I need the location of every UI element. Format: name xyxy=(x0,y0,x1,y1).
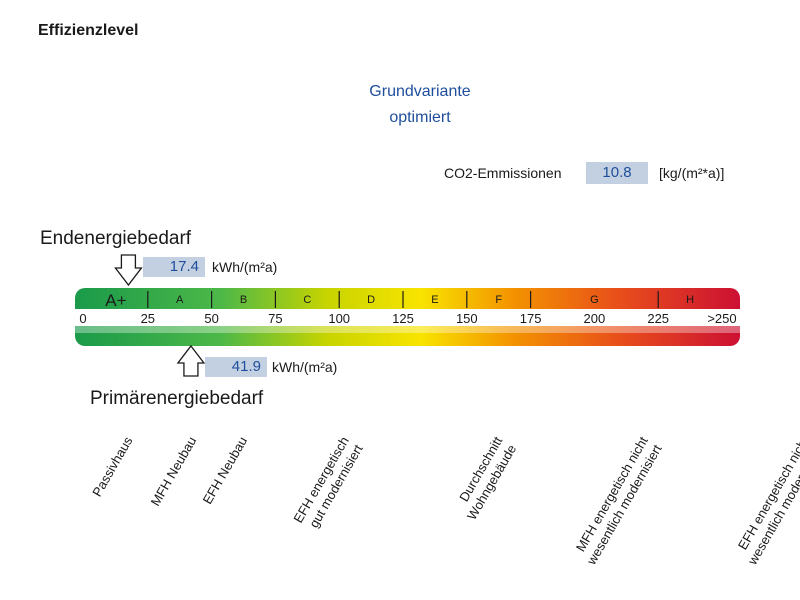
primary-energy-value: 41.9 xyxy=(205,357,267,377)
scale-tick-band xyxy=(75,309,740,326)
class-label: H xyxy=(686,294,694,306)
page-title: Effizienzlevel xyxy=(38,22,139,39)
class-label: D xyxy=(367,294,375,306)
primary-energy-arrow xyxy=(176,344,206,377)
tick-label: 125 xyxy=(392,311,414,326)
co2-label: CO2-Emmissionen xyxy=(444,165,562,181)
scale-lower-highlight xyxy=(75,326,740,333)
class-label: G xyxy=(590,294,599,306)
tick-label: 200 xyxy=(584,311,606,326)
tick-label: 175 xyxy=(520,311,542,326)
tick-label: 75 xyxy=(268,311,282,326)
tick-label: 0 xyxy=(79,311,86,326)
primary-energy-label: Primärenergiebedarf xyxy=(90,388,264,409)
class-label: A xyxy=(176,294,184,306)
co2-unit: [kg/(m²*a)] xyxy=(659,165,725,181)
variant-name-line2: optimiert xyxy=(389,109,451,126)
end-energy-value: 17.4 xyxy=(143,257,205,277)
end-energy-label: Endenergiebedarf xyxy=(40,228,192,249)
class-label: B xyxy=(240,294,247,306)
tick-label: 50 xyxy=(204,311,218,326)
class-label: C xyxy=(303,294,311,306)
tick-label: 100 xyxy=(328,311,350,326)
tick-label: >250 xyxy=(707,311,736,326)
co2-value: 10.8 xyxy=(586,162,648,184)
tick-label: 25 xyxy=(141,311,155,326)
tick-label: 225 xyxy=(647,311,669,326)
end-energy-arrow xyxy=(114,254,143,287)
end-energy-unit: kWh/(m²a) xyxy=(212,259,278,275)
class-label: A+ xyxy=(105,291,126,310)
variant-name-line1: Grundvariante xyxy=(369,83,471,100)
tick-label: 150 xyxy=(456,311,478,326)
class-label: F xyxy=(495,294,502,306)
primary-energy-unit: kWh/(m²a) xyxy=(272,359,338,375)
class-label: E xyxy=(431,294,438,306)
